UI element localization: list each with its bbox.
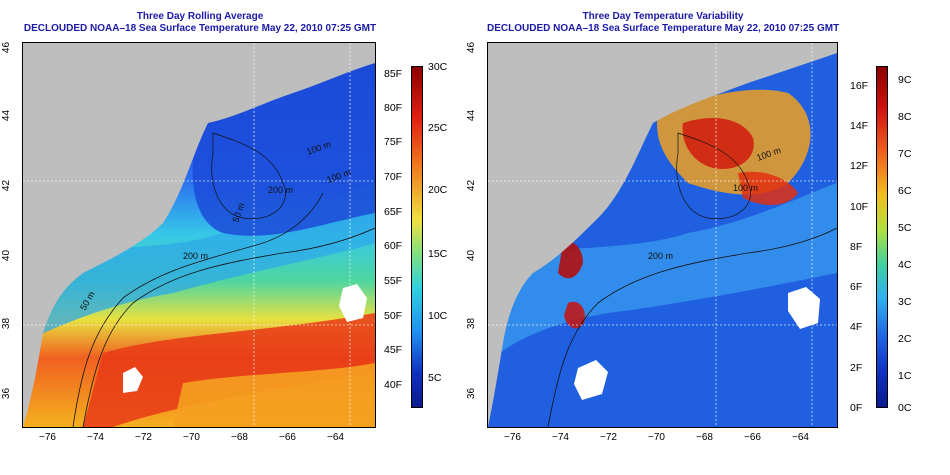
y-tick: 40 — [466, 249, 478, 262]
peak-variability — [682, 118, 754, 169]
cb-f-label: 80F — [384, 102, 403, 114]
isobath-200 — [547, 227, 837, 427]
contour-label: 200 m — [648, 251, 673, 261]
cb-f-label: 45F — [384, 344, 403, 356]
isobath-100 — [676, 132, 751, 220]
x-tick: −74 — [552, 432, 569, 443]
y-tick: 40 — [1, 249, 13, 262]
x-tick: −72 — [600, 432, 617, 443]
x-tick: −74 — [87, 432, 104, 443]
left-map[interactable]: 50 m 200 m 100 m 100 m 200 m 50 m — [22, 42, 376, 428]
y-tick: 46 — [1, 41, 13, 54]
cb-c-label: 8C — [898, 111, 912, 123]
right-title: Three Day Temperature Variability DECLOU… — [487, 11, 839, 35]
peak-variability — [738, 171, 798, 205]
x-tick: −68 — [231, 432, 248, 443]
y-tick: 38 — [1, 317, 13, 330]
cb-f-label: 50F — [384, 310, 403, 322]
x-tick: −70 — [183, 432, 200, 443]
graticule — [488, 43, 837, 427]
y-tick: 36 — [1, 387, 13, 400]
cloud-patch — [574, 360, 608, 400]
cb-f-label: 10F — [850, 201, 869, 213]
cb-f-label: 16F — [850, 80, 869, 92]
contour-label: 200 m — [183, 251, 208, 261]
cb-f-label: 85F — [384, 68, 403, 80]
graticule — [23, 43, 375, 427]
land-mass — [23, 43, 375, 427]
cb-c-label: 25C — [428, 122, 448, 134]
y-tick: 42 — [1, 179, 13, 192]
y-tick: 44 — [1, 109, 13, 122]
cb-c-label: 4C — [898, 259, 912, 271]
x-tick: −66 — [744, 432, 761, 443]
cb-f-label: 40F — [384, 379, 403, 391]
x-tick: −64 — [327, 432, 344, 443]
x-tick: −70 — [648, 432, 665, 443]
x-tick: −72 — [135, 432, 152, 443]
y-tick: 38 — [466, 317, 478, 330]
cb-f-label: 0F — [850, 402, 863, 414]
cb-c-label: 5C — [898, 222, 912, 234]
right-title-subtitle: DECLOUDED NOAA–18 Sea Surface Temperatur… — [487, 23, 840, 34]
cb-f-label: 4F — [850, 321, 863, 333]
cb-c-label: 3C — [898, 296, 912, 308]
peak-variability — [564, 301, 585, 329]
cb-f-label: 6F — [850, 281, 863, 293]
peak-variability — [558, 241, 583, 279]
right-colorbar — [876, 66, 888, 408]
right-map[interactable]: 100 m 100 m 200 m — [487, 42, 838, 428]
cb-c-label: 1C — [898, 370, 912, 382]
left-title-subtitle: DECLOUDED NOAA–18 Sea Surface Temperatur… — [23, 23, 377, 34]
cloud-patch — [123, 367, 143, 393]
cb-f-label: 65F — [384, 206, 403, 218]
y-tick: 44 — [466, 109, 478, 122]
x-tick: −76 — [39, 432, 56, 443]
y-tick: 42 — [466, 179, 478, 192]
cb-c-label: 5C — [428, 372, 442, 384]
left-title-main: Three Day Rolling Average — [136, 11, 264, 22]
right-map-canvas: 100 m 100 m 200 m — [488, 43, 837, 427]
cb-f-label: 60F — [384, 240, 403, 252]
isobath-200 — [82, 227, 375, 427]
contour-label: 200 m — [268, 185, 293, 195]
cb-f-label: 70F — [384, 171, 403, 183]
right-title-main: Three Day Temperature Variability — [582, 11, 744, 22]
cb-c-label: 9C — [898, 74, 912, 86]
cb-c-label: 10C — [428, 310, 448, 322]
cloud-patch — [788, 287, 820, 329]
cb-f-label: 75F — [384, 136, 403, 148]
contour-label: 100 m — [733, 183, 758, 193]
x-tick: −64 — [792, 432, 809, 443]
isobath-100 — [211, 132, 286, 220]
cb-f-label: 55F — [384, 275, 403, 287]
cb-f-label: 12F — [850, 160, 869, 172]
cb-c-label: 6C — [898, 185, 912, 197]
x-tick: −66 — [279, 432, 296, 443]
x-tick: −68 — [696, 432, 713, 443]
y-tick: 36 — [466, 387, 478, 400]
cb-f-label: 8F — [850, 241, 863, 253]
cb-c-label: 20C — [428, 184, 448, 196]
cb-c-label: 30C — [428, 61, 448, 73]
land-mass — [488, 43, 837, 427]
left-map-canvas: 50 m 200 m 100 m 100 m 200 m 50 m — [23, 43, 375, 427]
cloud-patch — [339, 284, 367, 322]
y-tick: 46 — [466, 41, 478, 54]
cb-f-label: 2F — [850, 362, 863, 374]
cb-c-label: 15C — [428, 248, 448, 260]
isobath-50 — [72, 192, 324, 427]
cb-c-label: 2C — [898, 333, 912, 345]
left-title: Three Day Rolling Average DECLOUDED NOAA… — [22, 11, 378, 35]
cb-c-label: 0C — [898, 402, 912, 414]
cb-f-label: 14F — [850, 120, 869, 132]
gulf-stream-band — [83, 313, 375, 427]
cb-c-label: 7C — [898, 148, 912, 160]
left-colorbar — [411, 66, 423, 408]
warm-water — [173, 363, 375, 427]
x-tick: −76 — [504, 432, 521, 443]
